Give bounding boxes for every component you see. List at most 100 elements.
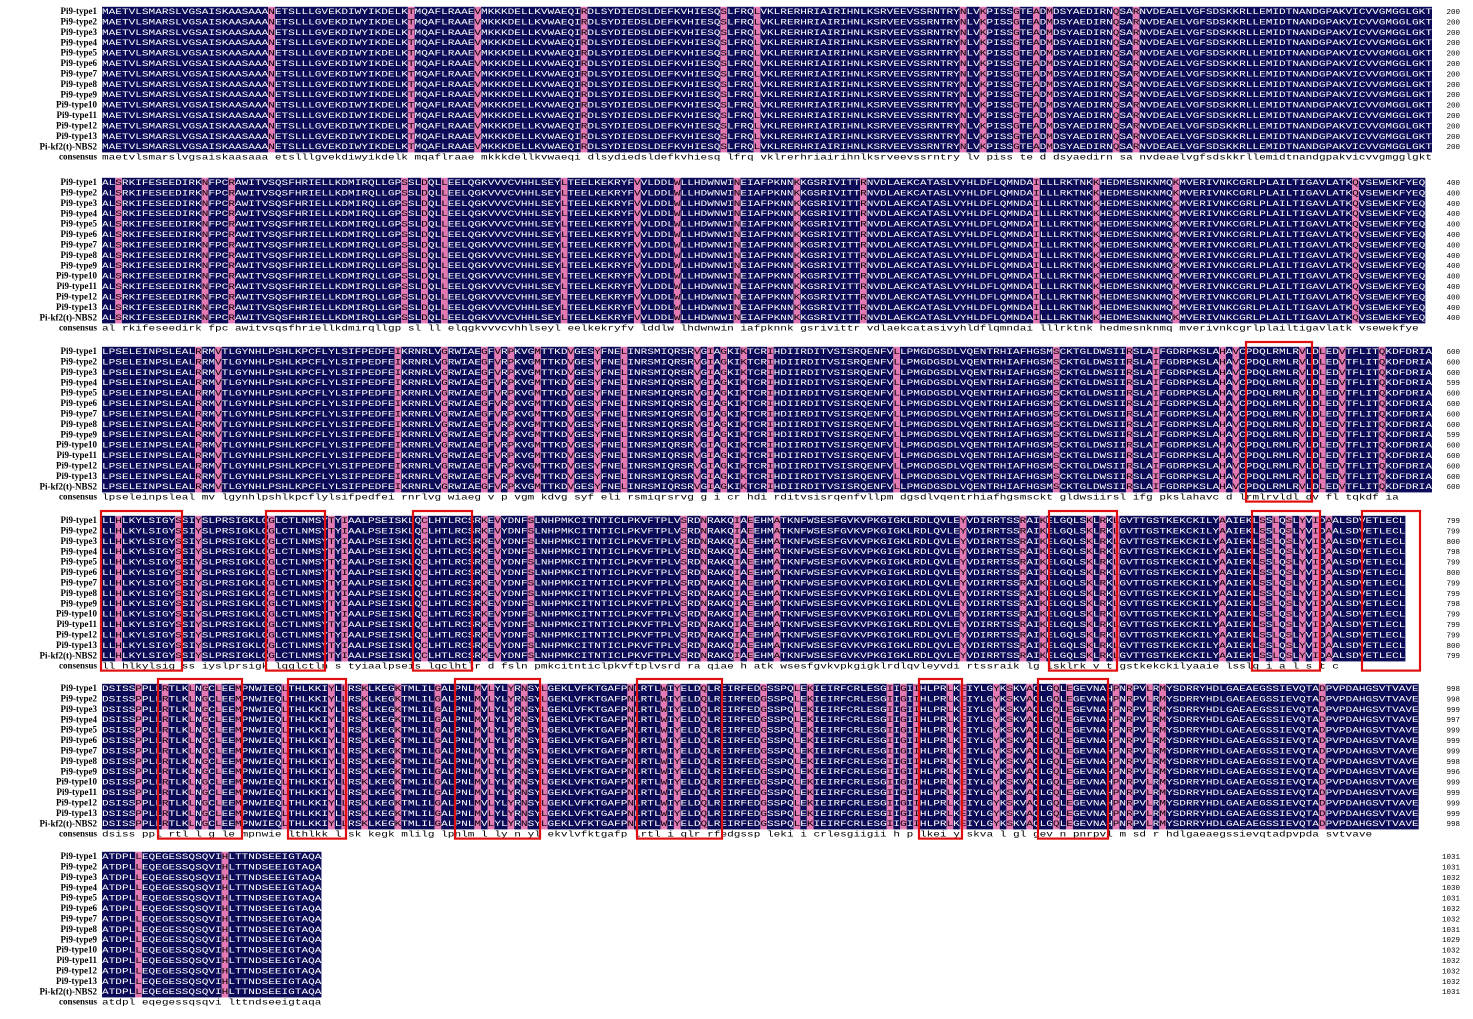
column-shade bbox=[953, 683, 960, 830]
column-shade bbox=[1166, 683, 1319, 830]
column-shade bbox=[447, 346, 482, 493]
column-shade bbox=[288, 683, 329, 830]
column-shade bbox=[121, 177, 202, 324]
position-number: 200 bbox=[1446, 51, 1460, 59]
position-number: 600 bbox=[1446, 349, 1460, 357]
column-shade bbox=[959, 683, 967, 830]
column-shade bbox=[966, 6, 980, 153]
column-shade bbox=[188, 683, 196, 830]
position-number: 999 bbox=[1446, 707, 1460, 715]
sequence: ALSRKIFESEEDIRKNFPCRAWITVSQSFHRIELLKDMIR… bbox=[102, 262, 1426, 271]
sequence-name: Pi9-type6 bbox=[61, 229, 98, 239]
column-shade bbox=[1019, 515, 1027, 662]
column-shade bbox=[1039, 177, 1093, 324]
sequence-name: Pi9-type5 bbox=[61, 219, 98, 229]
position-number: 200 bbox=[1446, 123, 1460, 131]
column-shade bbox=[401, 346, 442, 493]
position-number: 600 bbox=[1446, 463, 1460, 471]
sequence: DSISSPPLLRTLKLNGCLEEMPNWIEQLTHLKKIYLLRSK… bbox=[102, 789, 1419, 798]
column-shade bbox=[733, 177, 741, 324]
column-shade bbox=[520, 683, 528, 830]
sequence: MAETVLSMARSLVGSAISKAASAAANETSLLLGVEKDIWY… bbox=[102, 71, 1432, 80]
position-number: 200 bbox=[1446, 40, 1460, 48]
column-shade bbox=[993, 683, 1000, 830]
column-shade bbox=[773, 515, 781, 662]
column-shade bbox=[733, 515, 741, 662]
sequence-name: Pi9-type9 bbox=[61, 598, 98, 608]
column-shade bbox=[740, 177, 794, 324]
sequence: DSISSPPLLRTLKLNGCLEEMPNWIEQLTHLKKIYLLRSK… bbox=[102, 685, 1419, 694]
sequence: LLHLKYLSIGYSSIYSLPRSIGKLQGLCTLNMSYTYIAAL… bbox=[102, 538, 1406, 547]
column-shade bbox=[793, 683, 801, 830]
sequence: MAETVLSMARSLVGSAISKAASAAANETSLLLGVEKDIWY… bbox=[102, 81, 1432, 90]
highlight-box bbox=[1360, 509, 1422, 672]
position-number: 997 bbox=[1446, 717, 1460, 725]
position-number: 1032 bbox=[1442, 968, 1460, 976]
column-shade bbox=[474, 6, 482, 153]
column-shade bbox=[1119, 683, 1127, 830]
sequence-name: Pi9-type13 bbox=[56, 302, 97, 312]
column-shade bbox=[1352, 177, 1359, 324]
column-shade bbox=[115, 177, 122, 324]
column-shade bbox=[1052, 683, 1060, 830]
position-number: 799 bbox=[1446, 528, 1460, 536]
sequence: MAETVLSMARSLVGSAISKAASAAANETSLLLGVEKDIWY… bbox=[102, 39, 1432, 48]
sequence-name: Pi9-type4 bbox=[61, 714, 98, 724]
sequence-name: Pi9-type2 bbox=[61, 187, 98, 197]
column-shade bbox=[1152, 346, 1160, 493]
column-shade bbox=[421, 515, 428, 662]
position-number: 400 bbox=[1446, 253, 1460, 261]
column-shade bbox=[208, 177, 229, 324]
position-number: 799 bbox=[1446, 560, 1460, 568]
position-number: 998 bbox=[1446, 686, 1460, 694]
sequence: LLHLKYLSIGYSSIYSLPRSIGKLQGLCTLNMSYTYIAAL… bbox=[102, 548, 1406, 557]
column-shade bbox=[700, 346, 708, 493]
column-shade bbox=[175, 515, 182, 662]
column-shade bbox=[1318, 515, 1326, 662]
sequence: DSISSPPLLRTLKLNGCLEEMPNWIEQLTHLKKIYLLRSK… bbox=[102, 696, 1419, 705]
column-shade bbox=[547, 683, 628, 830]
sequence-name: Pi9-type4 bbox=[61, 208, 98, 218]
sequence-name: Pi9-type1 bbox=[61, 177, 98, 187]
position-number: 1032 bbox=[1442, 875, 1460, 883]
sequence-name: Pi9-type2 bbox=[61, 861, 98, 871]
column-shade bbox=[507, 683, 515, 830]
sequence-name: Pi9-type4 bbox=[61, 882, 98, 892]
sequence: MAETVLSMARSLVGSAISKAASAAANETSLLLGVEKDIWY… bbox=[102, 143, 1432, 152]
sequence: LPSELEINPSLEALRRMVTLGYNHLPSHLKPCFLYLSIFP… bbox=[102, 369, 1432, 378]
sequence-name: Pi9-type11 bbox=[57, 450, 98, 460]
column-shade bbox=[1259, 515, 1266, 662]
position-number: 200 bbox=[1446, 92, 1460, 100]
sequence: ALSRKIFESEEDIRKNFPCRAWITVSQSFHRIELLKDMIR… bbox=[102, 210, 1426, 219]
column-shade bbox=[201, 515, 269, 662]
position-number: 998 bbox=[1446, 759, 1460, 767]
sequence: ATDPLLEQEGESSQSQVIHLTTNDSEEIGTAQA bbox=[102, 853, 322, 862]
column-shade bbox=[560, 177, 568, 324]
column-shade bbox=[441, 177, 448, 324]
column-shade bbox=[1013, 683, 1027, 830]
position-number: 200 bbox=[1446, 9, 1460, 17]
sequence: LPSELEINPSLEALRRMVTLGYNHLPSHLKPCFLYLSIFP… bbox=[102, 411, 1432, 420]
column-shade bbox=[334, 515, 342, 662]
consensus-label: consensus bbox=[59, 829, 98, 839]
highlight-box bbox=[411, 509, 474, 672]
column-shade bbox=[1033, 177, 1040, 324]
sequence: ATDPLLEQEGESSQSQVIHLTTNDSEEIGTAQA bbox=[102, 864, 322, 873]
column-shade bbox=[1146, 683, 1153, 830]
position-number: 800 bbox=[1446, 539, 1460, 547]
column-shade bbox=[707, 515, 734, 662]
column-shade bbox=[567, 177, 634, 324]
column-shade bbox=[919, 683, 947, 830]
column-shade bbox=[959, 6, 967, 153]
sequence: MAETVLSMARSLVGSAISKAASAAANETSLLLGVEKDIWY… bbox=[102, 8, 1432, 17]
column-shade bbox=[1358, 177, 1426, 324]
sequence: LLHLKYLSIGYSSIYSLPRSIGKLQGLCTLNMSYTYIAAL… bbox=[102, 569, 1406, 578]
column-shade bbox=[481, 6, 581, 153]
sequence-name: Pi9-type6 bbox=[61, 58, 98, 68]
sequence-name: Pi9-type10 bbox=[56, 100, 97, 110]
position-number: 1029 bbox=[1442, 937, 1460, 945]
highlight-box bbox=[1036, 677, 1110, 840]
sequence: ATDPLLEQEGESSQSQVIHLTTNDSEEIGTAQA bbox=[102, 968, 322, 977]
position-number: 400 bbox=[1446, 211, 1460, 219]
consensus-label: consensus bbox=[59, 492, 98, 502]
